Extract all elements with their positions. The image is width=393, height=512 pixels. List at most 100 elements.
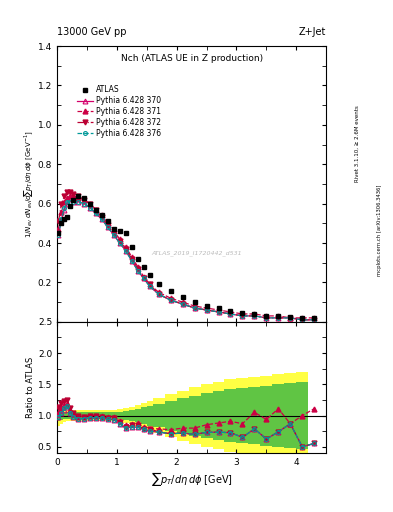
- Pythia 6.428 371: [204, 305, 209, 311]
- Pythia 6.428 376: [180, 301, 185, 307]
- Pythia 6.428 370: [56, 232, 61, 238]
- Pythia 6.428 371: [240, 311, 245, 317]
- Pythia 6.428 372: [123, 246, 128, 252]
- Line: Pythia 6.428 372: Pythia 6.428 372: [56, 189, 317, 322]
- Pythia 6.428 370: [228, 311, 233, 317]
- Y-axis label: Ratio to ATLAS: Ratio to ATLAS: [26, 357, 35, 418]
- Pythia 6.428 370: [112, 232, 116, 238]
- ATLAS: [192, 299, 197, 305]
- Pythia 6.428 371: [168, 295, 173, 301]
- ATLAS: [288, 314, 293, 321]
- Pythia 6.428 371: [56, 226, 61, 232]
- Pythia 6.428 370: [68, 199, 73, 205]
- Pythia 6.428 376: [71, 199, 76, 205]
- Pythia 6.428 376: [82, 201, 86, 207]
- Pythia 6.428 370: [180, 301, 185, 307]
- ATLAS: [105, 218, 110, 224]
- ATLAS: [88, 201, 92, 207]
- Pythia 6.428 376: [228, 311, 233, 317]
- Pythia 6.428 372: [71, 191, 76, 197]
- Legend: ATLAS, Pythia 6.428 370, Pythia 6.428 371, Pythia 6.428 372, Pythia 6.428 376: ATLAS, Pythia 6.428 370, Pythia 6.428 37…: [74, 83, 164, 140]
- X-axis label: $\sum p_T/d\eta\,d\phi\ [\mathrm{GeV}]$: $\sum p_T/d\eta\,d\phi\ [\mathrm{GeV}]$: [151, 470, 233, 488]
- Pythia 6.428 376: [276, 315, 281, 321]
- Pythia 6.428 376: [240, 313, 245, 319]
- Pythia 6.428 370: [62, 206, 67, 212]
- Pythia 6.428 371: [252, 311, 257, 317]
- Pythia 6.428 371: [118, 236, 122, 242]
- ATLAS: [216, 305, 221, 311]
- Pythia 6.428 370: [252, 313, 257, 319]
- Line: Pythia 6.428 376: Pythia 6.428 376: [57, 200, 316, 322]
- Pythia 6.428 370: [65, 201, 70, 207]
- ATLAS: [94, 206, 98, 212]
- Pythia 6.428 372: [216, 309, 221, 315]
- Pythia 6.428 371: [82, 197, 86, 203]
- Pythia 6.428 376: [99, 217, 104, 223]
- Pythia 6.428 372: [112, 230, 116, 236]
- Pythia 6.428 370: [88, 204, 92, 210]
- Pythia 6.428 370: [123, 248, 128, 254]
- Pythia 6.428 371: [135, 264, 140, 270]
- Pythia 6.428 371: [228, 309, 233, 315]
- Pythia 6.428 370: [192, 305, 197, 311]
- ATLAS: [168, 288, 173, 294]
- Text: ATLAS_2019_I1720442_d531: ATLAS_2019_I1720442_d531: [152, 250, 242, 255]
- Pythia 6.428 372: [288, 315, 293, 321]
- ATLAS: [99, 212, 104, 219]
- ATLAS: [56, 230, 61, 236]
- Pythia 6.428 372: [264, 315, 269, 321]
- ATLAS: [252, 311, 257, 317]
- Pythia 6.428 372: [312, 317, 317, 323]
- Pythia 6.428 371: [216, 307, 221, 313]
- Pythia 6.428 376: [62, 204, 67, 210]
- ATLAS: [65, 215, 70, 221]
- ATLAS: [276, 313, 281, 319]
- Pythia 6.428 376: [123, 248, 128, 254]
- Line: Pythia 6.428 371: Pythia 6.428 371: [56, 194, 317, 321]
- ATLAS: [59, 220, 64, 226]
- Pythia 6.428 371: [300, 315, 305, 321]
- Pythia 6.428 371: [123, 244, 128, 250]
- Pythia 6.428 371: [68, 193, 73, 199]
- Pythia 6.428 372: [118, 238, 122, 244]
- ATLAS: [312, 315, 317, 322]
- Pythia 6.428 371: [59, 208, 64, 215]
- Pythia 6.428 371: [94, 206, 98, 212]
- Pythia 6.428 370: [118, 240, 122, 246]
- Text: Nch (ATLAS UE in Z production): Nch (ATLAS UE in Z production): [121, 54, 263, 63]
- Pythia 6.428 370: [99, 217, 104, 223]
- Pythia 6.428 371: [105, 220, 110, 226]
- ATLAS: [75, 193, 80, 199]
- Pythia 6.428 372: [276, 315, 281, 321]
- Pythia 6.428 371: [75, 195, 80, 201]
- Pythia 6.428 376: [264, 315, 269, 321]
- Pythia 6.428 372: [82, 197, 86, 203]
- Pythia 6.428 372: [147, 281, 152, 287]
- Pythia 6.428 376: [59, 217, 64, 223]
- Pythia 6.428 370: [168, 297, 173, 303]
- Pythia 6.428 372: [168, 297, 173, 303]
- Line: Pythia 6.428 370: Pythia 6.428 370: [56, 199, 317, 322]
- Pythia 6.428 372: [99, 215, 104, 221]
- Text: Z+Jet: Z+Jet: [299, 27, 326, 37]
- Pythia 6.428 371: [276, 313, 281, 319]
- Pythia 6.428 376: [192, 305, 197, 311]
- Pythia 6.428 370: [312, 317, 317, 323]
- Pythia 6.428 372: [65, 189, 70, 195]
- Pythia 6.428 370: [82, 201, 86, 207]
- Pythia 6.428 371: [99, 212, 104, 219]
- Pythia 6.428 372: [300, 317, 305, 323]
- Pythia 6.428 371: [88, 201, 92, 207]
- Pythia 6.428 376: [129, 258, 134, 264]
- Pythia 6.428 376: [312, 317, 317, 323]
- Pythia 6.428 372: [68, 189, 73, 195]
- ATLAS: [147, 271, 152, 278]
- ATLAS: [68, 203, 73, 209]
- ATLAS: [82, 195, 86, 201]
- Pythia 6.428 376: [56, 232, 61, 238]
- Pythia 6.428 372: [62, 193, 67, 199]
- Pythia 6.428 370: [71, 199, 76, 205]
- Pythia 6.428 372: [59, 201, 64, 207]
- Pythia 6.428 370: [276, 315, 281, 321]
- Pythia 6.428 371: [288, 315, 293, 321]
